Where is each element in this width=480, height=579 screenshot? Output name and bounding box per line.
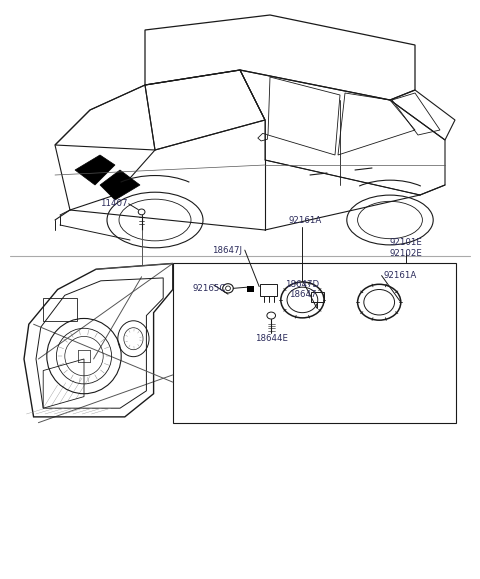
Polygon shape (75, 155, 115, 185)
Text: 18647J: 18647J (212, 245, 242, 255)
Text: 92101E
92102E: 92101E 92102E (389, 238, 422, 258)
Text: 18644E: 18644E (255, 334, 288, 343)
Bar (260, 284, 277, 296)
Text: 92161A: 92161A (384, 271, 417, 280)
Text: 11407: 11407 (100, 199, 127, 208)
Text: 92165C: 92165C (192, 284, 226, 293)
Bar (43, 298, 77, 321)
Bar (173, 263, 456, 423)
Polygon shape (100, 170, 140, 200)
Text: 92161A: 92161A (288, 215, 322, 225)
Text: 18647D
18647: 18647D 18647 (285, 280, 320, 299)
Bar (247, 286, 254, 292)
Bar (311, 292, 324, 302)
